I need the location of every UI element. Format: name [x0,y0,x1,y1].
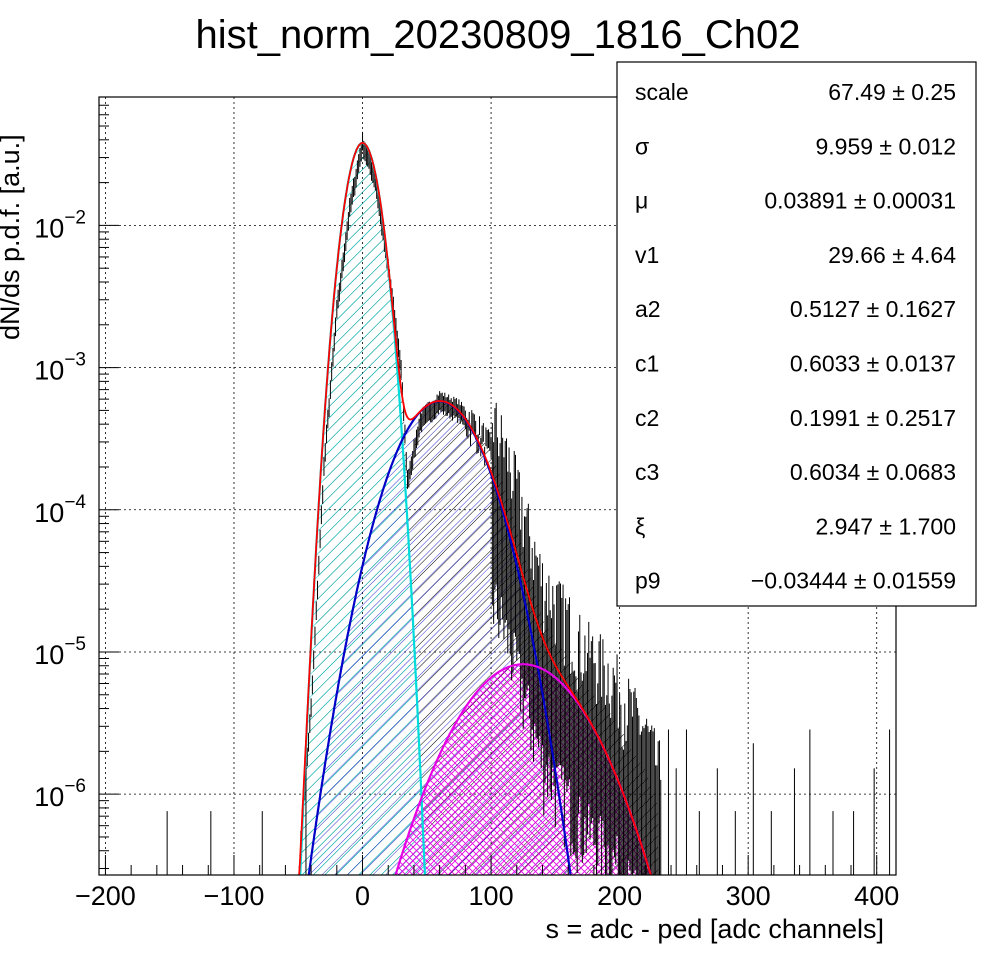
stats-param-name: c2 [635,405,659,431]
stats-param-value: 0.6033 ± 0.0137 [790,351,956,377]
stats-param-value: 0.5127 ± 0.1627 [790,296,956,322]
stats-param-value: 0.03891 ± 0.00031 [764,188,956,214]
stats-param-name: c1 [635,351,659,377]
y-axis-label: dN/ds p.d.f. [a.u.] [0,134,25,340]
x-tick-label: −100 [204,881,265,911]
stats-param-name: scale [635,79,689,105]
stats-param-value: 67.49 ± 0.25 [828,79,956,105]
chart-title: hist_norm_20230809_1816_Ch02 [196,13,801,57]
stats-param-name: a2 [635,296,661,322]
stats-box: scale 67.49 ± 0.25 σ 9.959 ± 0.012 μ 0.03891 … [616,61,977,607]
stats-param-value: 0.6034 ± 0.0683 [790,459,956,485]
y-tick-label: 10−2 [34,207,86,243]
y-tick-label: 10−4 [34,492,86,528]
y-tick-label: 10−3 [34,350,86,386]
stats-param-name: ξ [635,513,645,539]
x-tick-label: 300 [726,881,771,911]
stats-param-name: σ [635,133,649,159]
plot-area [166,131,891,875]
x-tick-label: 400 [854,881,899,911]
y-tick-labels: 10−6 10−5 10−4 10−3 10−2 [34,207,86,812]
x-tick-labels: −200 −100 0 100 200 300 400 [75,881,899,911]
stats-param-value: 2.947 ± 1.700 [815,513,956,539]
stats-param-value: 0.1991 ± 0.2517 [790,405,956,431]
stats-param-name: μ [635,188,648,214]
stats-param-name: p9 [635,568,661,594]
axis-ticks [99,96,878,875]
x-tick-label: 0 [355,881,370,911]
x-axis-label: s = adc - ped [adc channels] [546,914,884,944]
x-tick-label: 200 [597,881,642,911]
x-tick-label: 100 [469,881,514,911]
y-tick-label: 10−5 [34,634,86,670]
stats-param-value: 29.66 ± 4.64 [828,242,956,268]
total-fit-curve [298,141,652,875]
x-tick-label: −200 [75,881,136,911]
stats-param-name: v1 [635,242,659,268]
stats-param-value: 9.959 ± 0.012 [815,133,956,159]
stats-param-name: c3 [635,459,659,485]
stats-param-value: −0.03444 ± 0.01559 [751,568,956,594]
y-tick-label: 10−6 [34,776,86,812]
